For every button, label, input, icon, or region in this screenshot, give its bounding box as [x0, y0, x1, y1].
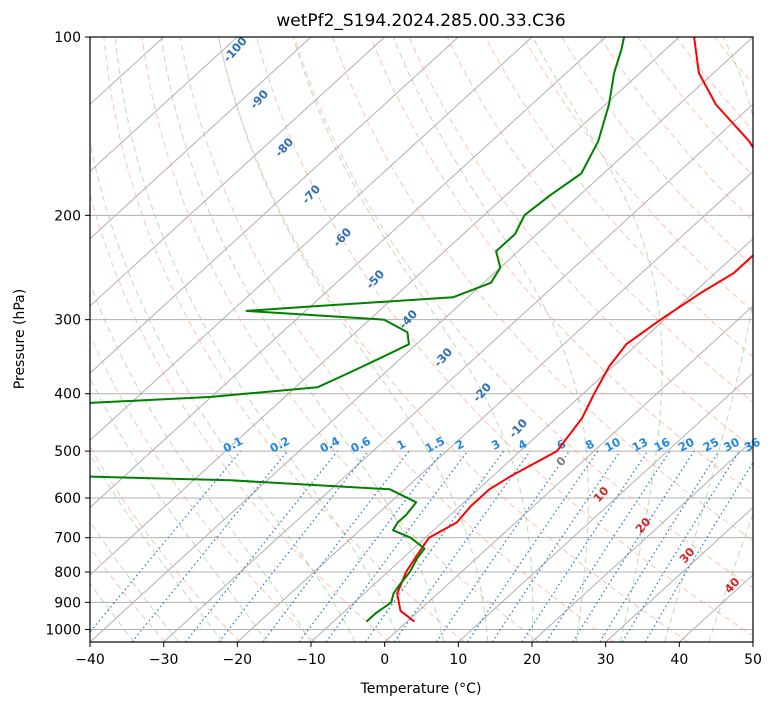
dry-adiabat: [90, 546, 166, 642]
x-tick-label: −30: [149, 652, 179, 668]
mixing-ratio-line: [466, 450, 599, 642]
isotherm: [90, 37, 238, 173]
isotherm: [457, 372, 753, 642]
dry-adiabat: [484, 37, 753, 358]
isotherm: [90, 37, 680, 576]
y-tick-label: 600: [54, 491, 81, 507]
plot-frame: [89, 36, 754, 643]
x-tick-label: −40: [75, 652, 105, 668]
dry-adiabat: [90, 192, 390, 642]
mixing-ratio-line: [521, 450, 649, 642]
moist-adiabat: [90, 281, 312, 642]
isotherm: [90, 37, 753, 642]
mixing-ratio-label: 16: [652, 435, 673, 455]
moist-adiabat: [90, 520, 179, 642]
moist-adiabat: [90, 453, 223, 642]
y-tick-label: 700: [54, 531, 81, 547]
dry-adiabat: [256, 37, 753, 637]
moist-adiabat: [160, 37, 445, 642]
moist-adiabat: [90, 376, 268, 642]
sounding-profiles: [90, 37, 753, 623]
mixing-ratio-line: [644, 461, 753, 642]
isotherm: [752, 641, 753, 642]
y-tick-label: 1000: [45, 622, 81, 638]
isotherm: [531, 439, 753, 642]
isotherm: [90, 37, 533, 442]
moist-adiabat: [90, 138, 356, 642]
mixing-ratio-line: [621, 450, 740, 642]
mixing-ratio-label: 10: [602, 435, 623, 455]
x-tick-label: −20: [223, 652, 253, 668]
x-tick-label: 10: [449, 652, 467, 668]
temperature-profile-line: [396, 37, 753, 623]
dewpoint-profile-line: [90, 475, 426, 623]
mixing-ratio-line: [491, 450, 621, 642]
mixing-ratio-line: [393, 450, 531, 642]
dry-adiabat: [103, 37, 465, 642]
mixing-ratio-line: [545, 450, 671, 642]
moist-adiabat: [292, 37, 534, 642]
x-tick-label: 40: [670, 652, 688, 668]
y-tick-label: 500: [54, 444, 81, 460]
y-tick-label: 200: [54, 208, 81, 224]
y-tick-label: 900: [54, 595, 81, 611]
dry-adiabat: [332, 37, 753, 542]
x-tick-label: 0: [380, 652, 389, 668]
x-tick-label: 50: [744, 652, 762, 668]
isotherm: [384, 305, 753, 642]
y-axis-label: Pressure (hPa): [12, 289, 28, 389]
x-axis-ticks: −40 −30 −20 −10 0 10 20 30 40 50: [75, 642, 762, 668]
mixing-ratio-label: 30: [721, 435, 742, 455]
chart-title: wetPf2_S194.2024.285.00.33.C36: [276, 11, 565, 31]
mixing-ratio-line: [572, 450, 695, 642]
moist-adiabat: [532, 37, 663, 642]
isotherm: [90, 37, 459, 374]
x-axis-label: Temperature (°C): [360, 681, 482, 697]
mixing-ratio-line: [435, 450, 570, 642]
moist-adiabat: [218, 37, 489, 642]
moist-adiabat: [114, 37, 400, 642]
moist-adiabat: [664, 37, 753, 642]
mixing-ratio-line: [185, 450, 339, 642]
isotherm: [90, 37, 312, 240]
dry-adiabat: [294, 37, 753, 589]
y-axis-ticks: 1000 900 800 700 600 500 400 300 200 100: [45, 30, 90, 638]
dry-adiabat: [179, 37, 614, 642]
y-tick-label: 300: [54, 313, 81, 329]
y-tick-label: 100: [54, 30, 81, 46]
x-tick-label: 20: [523, 652, 541, 668]
moist-adiabat: [392, 37, 589, 642]
background-lines: [90, 37, 753, 642]
x-tick-label: −10: [296, 652, 326, 668]
moist-adiabat: [708, 512, 753, 642]
dry-adiabat: [370, 37, 753, 495]
mixing-ratio-line: [131, 450, 289, 642]
isotherm: [163, 103, 753, 642]
y-tick-label: 400: [54, 387, 81, 403]
moist-adiabat: [90, 582, 135, 642]
mixing-ratio-label: 13: [630, 435, 651, 455]
mixing-ratio-label: 36: [742, 435, 763, 455]
mixing-ratio-label: 25: [701, 435, 722, 455]
x-tick-label: 30: [597, 652, 615, 668]
dry-adiabat: [408, 37, 753, 449]
mixing-ratio-label: 20: [676, 435, 697, 455]
mixing-ratio-line: [262, 450, 410, 642]
isotherm: [90, 37, 607, 509]
dry-adiabat: [752, 37, 753, 39]
dewpoint-profile-line: [90, 37, 626, 404]
isotherm: [90, 37, 386, 307]
y-tick-label: 800: [54, 565, 81, 581]
mixing-ratio-line: [599, 450, 720, 642]
isotherm: [605, 506, 753, 642]
isotherm: [310, 237, 753, 642]
dry-adiabat: [446, 37, 753, 403]
